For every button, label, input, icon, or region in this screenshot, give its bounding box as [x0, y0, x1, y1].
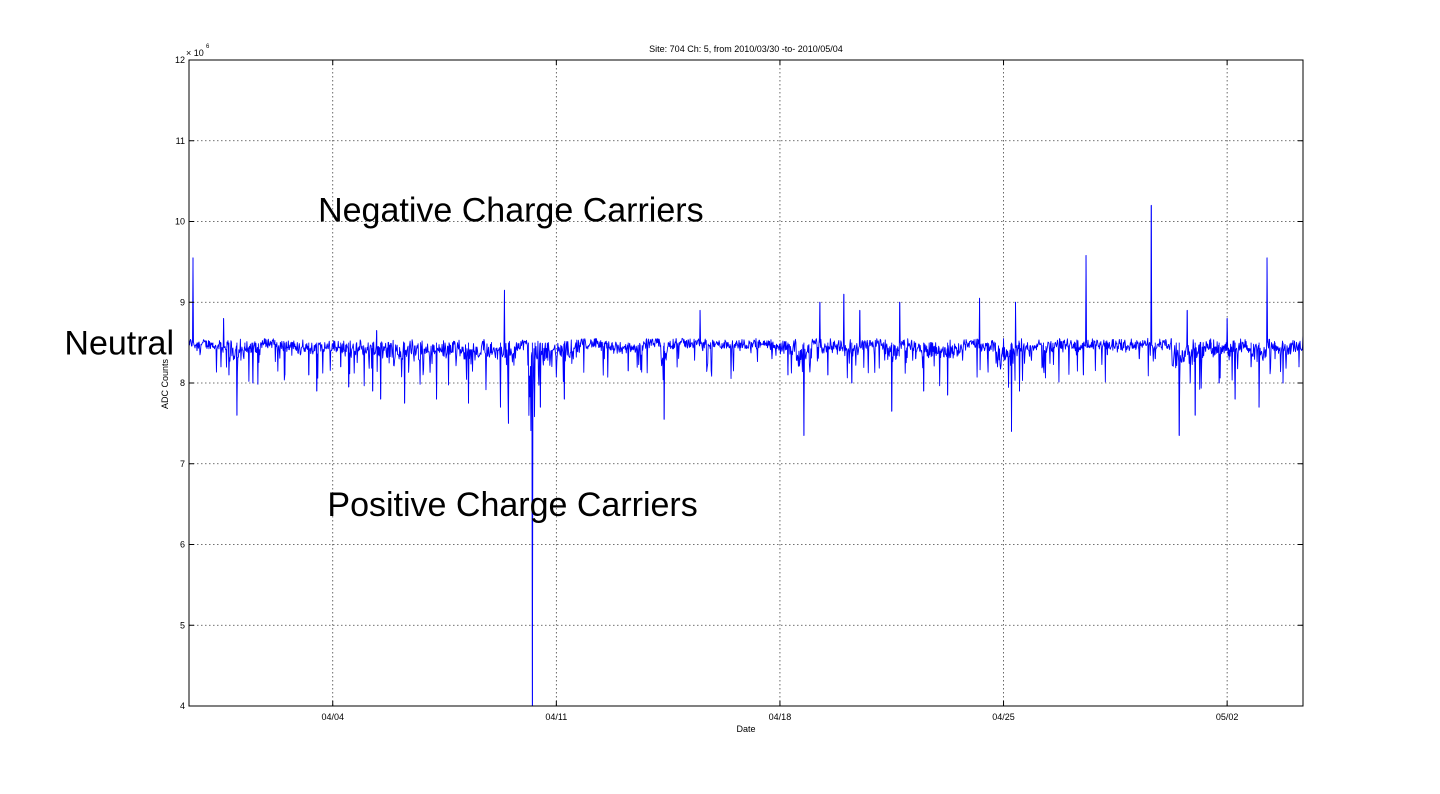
y-tick-label: 5 — [180, 620, 185, 630]
ticks: 4 5 6 7 8 9 10 11 12 04/04 04/11 04/18 04/25 05/02 — [175, 55, 1303, 722]
annotation-label: Negative Charge Carriers — [318, 191, 704, 229]
chart-title: Site: 704 Ch: 5, from 2010/03/30 -to- 20… — [649, 44, 843, 54]
y-exponent-label: 6 — [206, 44, 210, 50]
y-multiplier-label: × 10 — [186, 48, 204, 58]
y-tick-label: 8 — [180, 378, 185, 388]
x-axis-title: Date — [736, 724, 755, 734]
y-tick-label: 10 — [175, 217, 185, 227]
y-axis-title: ADC Counts — [160, 358, 170, 409]
y-tick-label: 6 — [180, 540, 185, 550]
y-tick-label: 11 — [176, 136, 185, 146]
series-line — [188, 204, 1304, 707]
y-tick-label: 12 — [175, 55, 185, 65]
x-tick-label: 05/02 — [1216, 712, 1239, 722]
x-tick-label: 04/25 — [992, 712, 1015, 722]
grid — [189, 60, 1303, 706]
series-layer — [188, 204, 1304, 707]
y-tick-label: 7 — [180, 459, 185, 469]
y-tick-label: 4 — [180, 701, 185, 711]
annotation-label: Positive Charge Carriers — [327, 486, 697, 524]
annotations: Negative Charge Carriers Neutral Positive … — [64, 191, 703, 524]
x-tick-label: 04/18 — [769, 712, 792, 722]
x-tick-label: 04/04 — [321, 712, 344, 722]
x-tick-label: 04/11 — [545, 712, 567, 722]
annotation-label: Neutral — [64, 325, 174, 363]
y-tick-label: 9 — [180, 297, 185, 307]
